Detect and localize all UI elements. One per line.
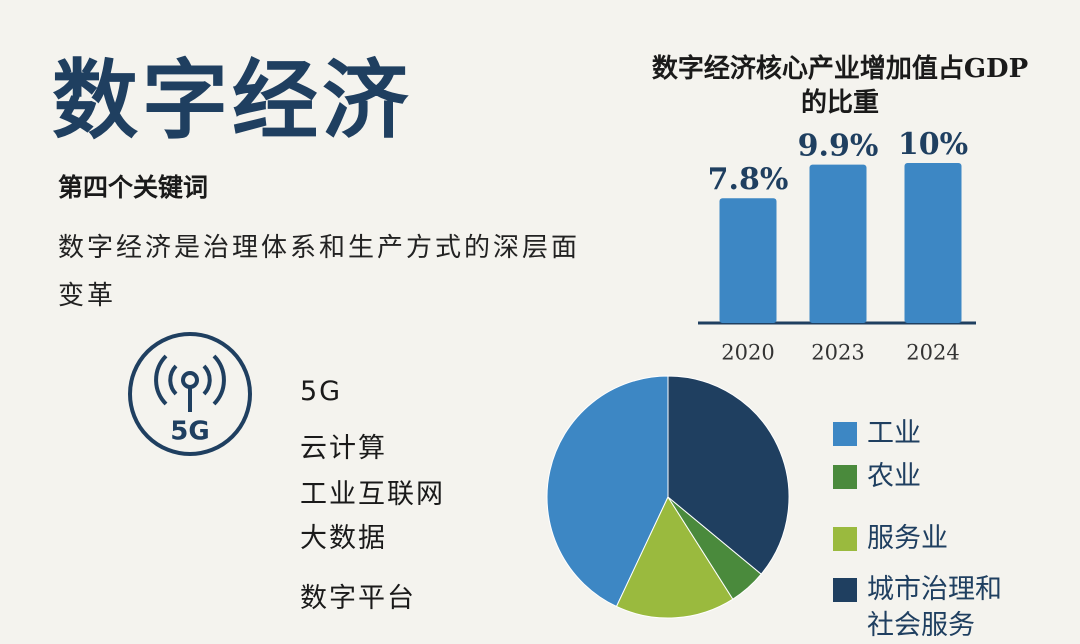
legend-label: 工业	[867, 418, 921, 449]
pie-slice	[546, 375, 669, 608]
legend-swatch	[833, 527, 857, 551]
list-item: 工业互联网	[300, 479, 445, 510]
legend-label: 服务业	[867, 523, 948, 554]
legend-swatch	[833, 465, 857, 489]
legend-label: 农业	[867, 461, 921, 492]
pie-slice	[667, 375, 790, 575]
icon-5g	[128, 332, 252, 456]
value-label: 7.8%	[708, 162, 789, 197]
legend-item: 农业	[833, 459, 1017, 495]
icon-label: 5G	[170, 417, 209, 447]
pie-slice	[615, 495, 734, 619]
legend-item: 城市治理和社会服务	[833, 572, 1017, 644]
list-item: 数字平台	[300, 583, 416, 614]
legend-swatch	[833, 578, 857, 602]
legend-swatch	[833, 422, 857, 446]
bar	[809, 164, 867, 323]
list-item: 大数据	[300, 523, 387, 554]
value-label: 10%	[898, 127, 968, 162]
value-label: 9.9%	[798, 129, 879, 164]
description: 数字经济是治理体系和生产方式的深层面变革	[58, 233, 581, 311]
legend-item: 工业	[833, 416, 1017, 452]
subtitle: 第四个关键词	[58, 173, 209, 202]
page-title: 数字经济	[52, 51, 412, 151]
list-item: 5G	[300, 376, 343, 407]
legend-label: 城市治理和社会服务	[867, 574, 1002, 641]
bar	[719, 198, 777, 323]
legend-item: 服务业	[833, 521, 1017, 557]
bar	[904, 163, 962, 323]
x-tick-label: 2020	[721, 341, 774, 365]
x-tick-label: 2024	[906, 341, 959, 365]
x-tick-label: 2023	[811, 341, 864, 365]
list-item: 云计算	[300, 433, 387, 464]
chart-title: 数字经济核心产业增加值占GDP的比重	[651, 54, 1029, 118]
